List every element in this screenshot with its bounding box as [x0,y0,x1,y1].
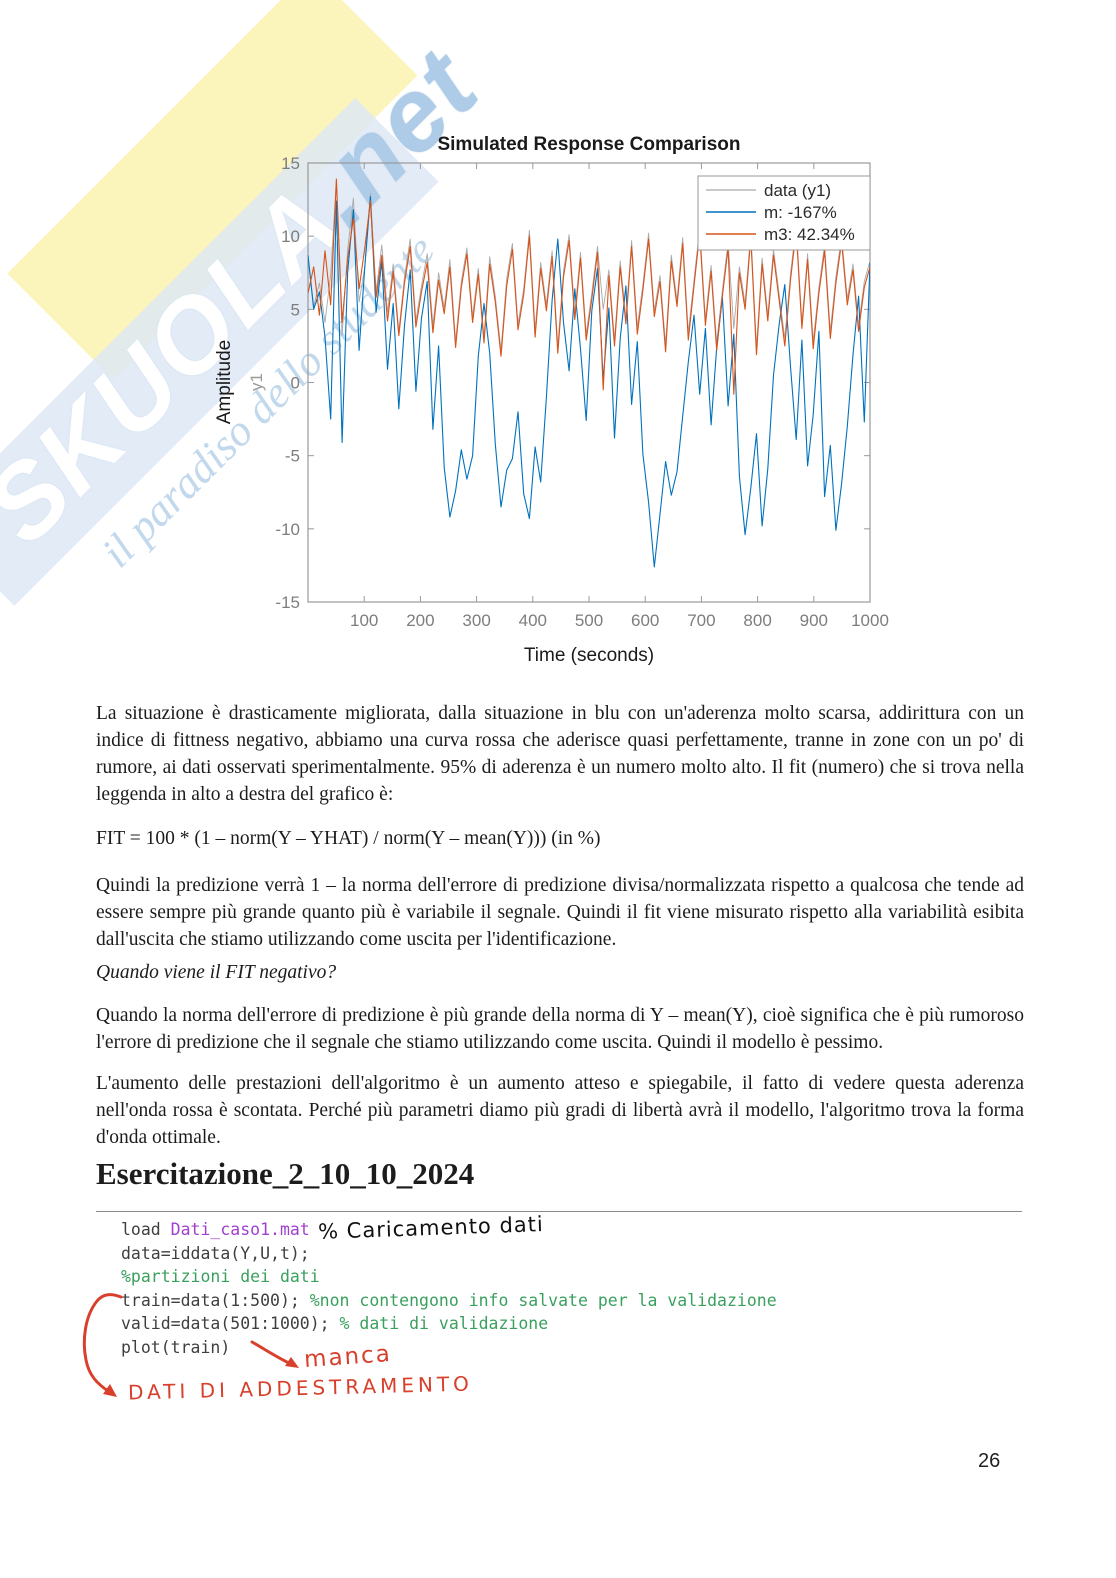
code-divider-rule [96,1211,1022,1212]
svg-text:500: 500 [575,611,603,630]
svg-text:300: 300 [462,611,490,630]
paragraph-4: L'aumento delle prestazioni dell'algorit… [96,1073,1024,1148]
svg-text:100: 100 [350,611,378,630]
svg-text:200: 200 [406,611,434,630]
svg-text:-15: -15 [275,593,300,612]
svg-text:800: 800 [743,611,771,630]
chart-legend: data (y1) m: -167% m3: 42.34% [697,175,871,251]
train-data-arrowhead [103,1384,117,1397]
matlab-code-block: load Dati_caso1.mat data=iddata(Y,U,t); %p… [121,1218,1021,1359]
page-number: 26 [978,1450,1001,1472]
question-line: Quando viene il FIT negativo? [96,962,337,983]
svg-text:-5: -5 [285,447,300,466]
svg-text:400: 400 [519,611,547,630]
code-line: train=data(1:500); %non contengono info … [121,1290,777,1310]
simulated-response-chart: Simulated Response Comparison 100 200 300 4… [214,134,889,666]
chart-ylabel: Amplitude [214,340,235,425]
svg-text:10: 10 [281,227,300,246]
svg-text:m: -167%: m: -167% [764,203,837,222]
code-line: %partizioni dei dati [121,1267,320,1286]
svg-text:m3: 42.34%: m3: 42.34% [764,225,855,244]
code-line: valid=data(501:1000); % dati di validazi… [121,1314,549,1333]
fit-formula: FIT = 100 * (1 – norm(Y – YHAT) / norm(Y… [96,828,601,849]
chart-title: Simulated Response Comparison [437,134,740,155]
paragraph-2: Quindi la predizione verrà 1 – la norma … [96,875,1024,950]
red-annotation-arrows [82,1293,299,1397]
manca-arrow [250,1340,293,1366]
manca-arrowhead [285,1357,299,1368]
paragraph-1: La situazione è drasticamente migliorata… [96,703,1024,805]
chart-ylabel-secondary: y1 [247,373,266,391]
svg-text:-10: -10 [275,520,300,539]
section-heading: Esercitazione_2_10_10_2024 [96,1156,475,1191]
train-data-arrow [82,1293,123,1393]
code-line: load Dati_caso1.mat [121,1220,310,1239]
chart-xlabel: Time (seconds) [524,645,654,666]
paragraph-3: Quando la norma dell'errore di predizion… [96,1005,1024,1053]
svg-text:0: 0 [291,374,300,393]
svg-text:600: 600 [631,611,659,630]
code-line: data=iddata(Y,U,t); [121,1243,310,1263]
svg-text:900: 900 [800,611,828,630]
svg-text:data (y1): data (y1) [764,181,831,200]
svg-text:15: 15 [281,154,300,173]
svg-text:1000: 1000 [851,611,889,630]
code-line: plot(train) [121,1337,231,1357]
svg-text:5: 5 [291,300,300,319]
svg-text:700: 700 [687,611,715,630]
